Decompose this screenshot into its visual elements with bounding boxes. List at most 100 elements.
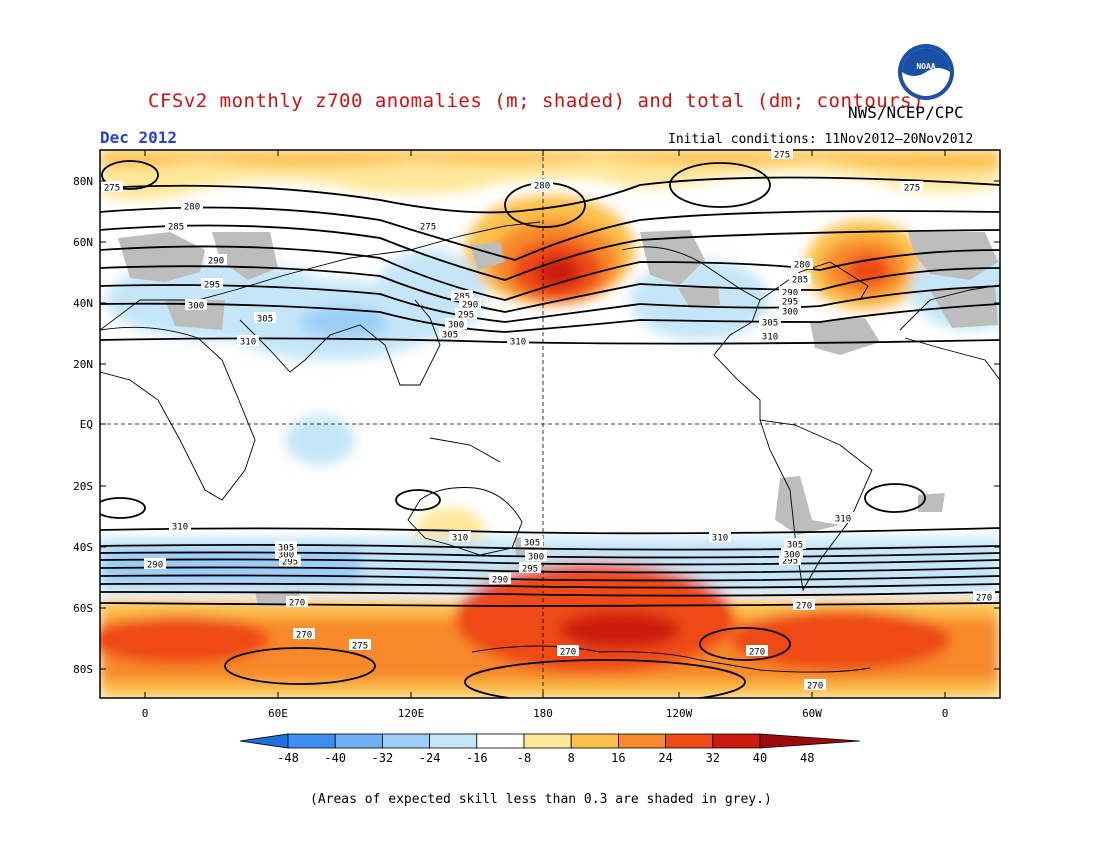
colorbar-arrow-high — [759, 733, 861, 749]
colorbar-tick: -48 — [277, 751, 299, 765]
contour-label: 310 — [835, 515, 851, 525]
chart-title: CFSv2 monthly z700 anomalies (m; shaded)… — [148, 90, 925, 112]
lon-label: 180 — [533, 707, 553, 720]
colorbar-tick: -16 — [466, 751, 488, 765]
colorbar-tick: -40 — [324, 751, 346, 765]
contour-label: 270 — [560, 648, 576, 658]
contour-label: 290 — [147, 561, 163, 571]
coastlines — [100, 221, 1000, 673]
colorbar-tick: 32 — [706, 751, 720, 765]
contour-label: 310 — [240, 338, 256, 348]
colorbar-swatch — [665, 733, 714, 749]
contour-label: 300 — [448, 321, 464, 331]
contour-label: 305 — [278, 544, 294, 554]
lat-label: 40N — [73, 297, 93, 310]
contour-label: 270 — [289, 599, 305, 609]
contour-label: 305 — [787, 541, 803, 551]
contour-label: 310 — [172, 523, 188, 533]
lat-label: 20S — [73, 480, 93, 493]
contour-label: 300 — [278, 551, 294, 561]
contour-label-group: 2752752752752752802802802852852852902902… — [101, 148, 995, 692]
lat-label: 60S — [73, 602, 93, 615]
gridlines — [100, 150, 1000, 698]
contour-label: 275 — [904, 184, 920, 194]
colorbar-swatch — [618, 733, 667, 749]
contour-label: 310 — [762, 333, 778, 343]
lat-label: 60N — [73, 236, 93, 249]
latitude-labels: 80N 60N 40N 20N EQ 20S 40S 60S 80S — [73, 175, 93, 676]
contour-label: 305 — [442, 331, 458, 341]
lon-label: 120W — [666, 707, 693, 720]
lon-label: 0 — [942, 707, 949, 720]
longitude-labels: 0 60E 120E 180 120W 60W 0 — [142, 707, 949, 720]
lon-label: 120E — [398, 707, 425, 720]
contour-label: 310 — [510, 338, 526, 348]
contour-label: 280 — [184, 203, 200, 213]
colorbar-tick: -8 — [517, 751, 531, 765]
colorbar-tick: 8 — [568, 751, 575, 765]
contour-label: 290 — [492, 576, 508, 586]
contour-label: 290 — [208, 257, 224, 267]
lat-label: 40S — [73, 541, 93, 554]
colorbar-swatch — [381, 733, 430, 749]
lon-label: 60E — [268, 707, 288, 720]
initial-conditions: Initial conditions: 11Nov2012–20Nov2012 — [668, 132, 974, 147]
forecast-period: Dec 2012 — [100, 128, 178, 147]
colorbar-arrow-low — [239, 733, 289, 749]
colorbar-swatch — [712, 733, 761, 749]
contour-label: 290 — [462, 301, 478, 311]
agency-label: NWS/NCEP/CPC — [848, 103, 964, 122]
contour-label: 305 — [524, 539, 540, 549]
contour-label: 275 — [420, 223, 436, 233]
contour-label: 270 — [749, 648, 765, 658]
colorbar-swatch — [570, 733, 619, 749]
skill-footnote: (Areas of expected skill less than 0.3 a… — [310, 792, 772, 807]
colorbar-swatch — [429, 733, 478, 749]
lon-label: 0 — [142, 707, 149, 720]
colorbar-tick: 16 — [611, 751, 625, 765]
contour-label: 295 — [204, 281, 220, 291]
contour-label: 280 — [534, 182, 550, 192]
contour-label: 270 — [807, 682, 823, 692]
contour-label: 285 — [454, 293, 470, 303]
contour-label: 295 — [282, 558, 298, 568]
logo-text: NOAA — [916, 62, 935, 71]
lon-label: 60W — [802, 707, 822, 720]
contour-label: 290 — [782, 289, 798, 299]
contour-label: 295 — [782, 557, 798, 567]
colorbar-tick: -32 — [372, 751, 394, 765]
contour-label: 275 — [774, 151, 790, 161]
colorbar-tick: -24 — [419, 751, 441, 765]
contour-label: 275 — [104, 184, 120, 194]
lat-label: EQ — [80, 418, 93, 431]
contour-label: 300 — [784, 551, 800, 561]
colorbar-swatch — [334, 733, 383, 749]
contour-label: 310 — [452, 534, 468, 544]
contour-label: 295 — [522, 565, 538, 575]
colorbar-tick: 48 — [800, 751, 814, 765]
contour-label: 270 — [976, 594, 992, 604]
axis-ticks — [100, 150, 1000, 698]
lat-label: 80N — [73, 175, 93, 188]
lat-label: 20N — [73, 358, 93, 371]
colorbar-tick: 24 — [658, 751, 672, 765]
contour-label: 280 — [794, 261, 810, 271]
colorbar-swatch — [523, 733, 572, 749]
contour-label: 300 — [528, 553, 544, 563]
colorbar-swatch — [287, 733, 336, 749]
contour-label: 295 — [782, 298, 798, 308]
colorbar-boxes — [239, 733, 861, 749]
colorbar-tick-labels: -48 -40 -32 -24 -16 -8 8 16 24 32 40 48 — [277, 751, 814, 765]
contour-label: 275 — [352, 642, 368, 652]
contour-label: 285 — [792, 276, 808, 286]
colorbar-swatch — [476, 733, 525, 749]
contour-label: 310 — [712, 534, 728, 544]
colorbar-tick: 40 — [753, 751, 767, 765]
contour-label: 295 — [458, 311, 474, 321]
lat-label: 80S — [73, 663, 93, 676]
contour-label: 300 — [188, 302, 204, 312]
noaa-logo: NOAA — [898, 44, 954, 100]
contour-label: 300 — [782, 308, 798, 318]
